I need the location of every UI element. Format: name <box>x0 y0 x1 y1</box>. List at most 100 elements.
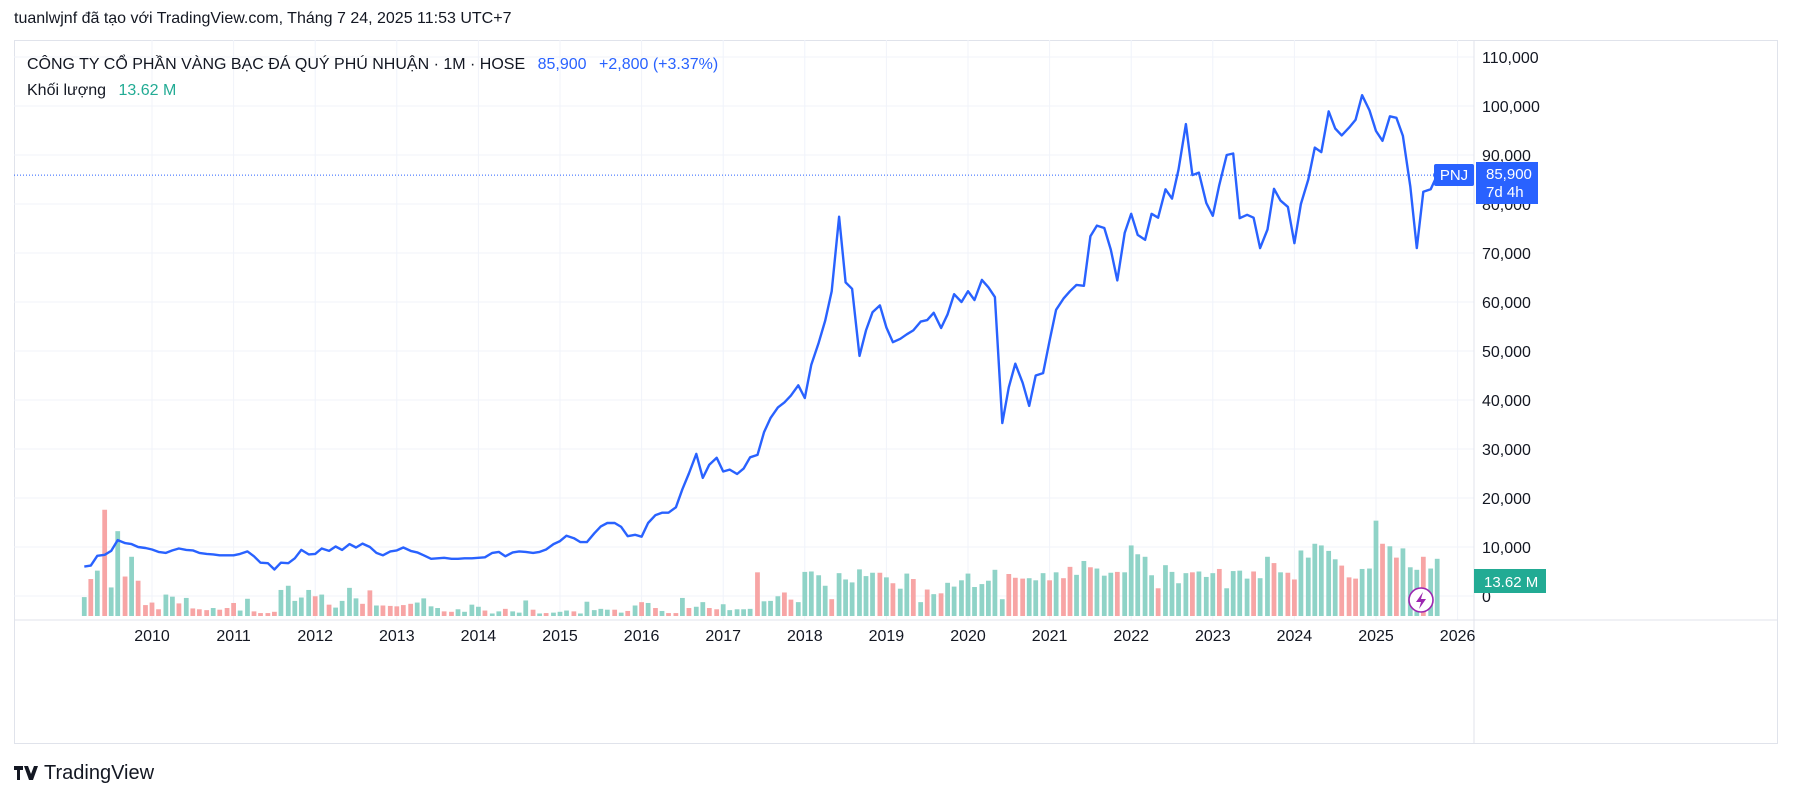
volume-bar <box>1053 572 1059 616</box>
volume-bar <box>312 596 318 616</box>
volume-bar <box>81 597 87 616</box>
volume-bar <box>857 569 862 616</box>
volume-bar <box>1271 563 1277 616</box>
price-tag <box>1476 162 1538 204</box>
volume-bar <box>156 609 161 616</box>
volume-bar <box>1326 550 1332 616</box>
volume-tag-value: 13.62 M <box>1484 574 1538 591</box>
volume-bar <box>245 598 250 616</box>
volume-bar <box>747 608 753 616</box>
volume-bar <box>1122 572 1128 616</box>
volume-bar <box>761 601 767 616</box>
volume-bar <box>449 611 454 616</box>
volume-bar <box>1216 568 1222 616</box>
volume-bar <box>802 571 808 616</box>
volume-bar <box>1367 568 1372 616</box>
volume-bar <box>843 579 848 616</box>
volume-bar <box>782 592 787 616</box>
volume-bar <box>149 602 155 616</box>
volume-bar <box>1088 567 1093 616</box>
volume-bar <box>1169 571 1175 616</box>
volume-bar <box>884 577 889 616</box>
volume-bar <box>278 589 284 616</box>
lightning-icon-glyph <box>1416 592 1426 609</box>
y-tick-label: 110,000 <box>1482 50 1539 67</box>
volume-bar <box>1420 556 1426 616</box>
x-tick-label: 2025 <box>1358 628 1394 645</box>
volume-bar <box>537 613 542 616</box>
volume-bar <box>441 611 447 616</box>
x-tick-label: 2013 <box>379 628 415 645</box>
volume-bar <box>571 611 577 616</box>
volume-bar <box>673 613 679 616</box>
volume-bar <box>1012 577 1018 616</box>
volume-bar <box>612 609 618 616</box>
volume-bar <box>298 597 304 616</box>
volume-bar <box>530 609 536 616</box>
x-tick-label: 2020 <box>950 628 986 645</box>
volume-bar <box>1312 543 1318 616</box>
legend-price: 85,900 <box>537 56 587 73</box>
volume-bar <box>1244 578 1250 616</box>
volume-bar <box>523 600 529 616</box>
volume-bar <box>1183 573 1189 616</box>
volume-bar <box>1006 574 1012 616</box>
x-tick-label: 2010 <box>134 628 170 645</box>
volume-bar <box>237 610 243 616</box>
volume-bar <box>1108 572 1114 616</box>
x-tick-label: 2016 <box>624 628 660 645</box>
x-tick-label: 2019 <box>869 628 905 645</box>
volume-bar <box>666 613 671 616</box>
tradingview-logo-icon <box>14 760 38 786</box>
volume-bar <box>829 599 835 616</box>
x-tick-label: 2012 <box>297 628 333 645</box>
volume-bar <box>604 609 610 616</box>
volume-bar <box>94 570 100 616</box>
volume-bar <box>516 612 522 616</box>
volume-bar <box>951 586 957 616</box>
volume-bar <box>176 603 182 616</box>
legend-volume-label: Khối lượng <box>27 82 107 99</box>
volume-bar <box>1061 578 1066 616</box>
volume-bar <box>938 593 944 616</box>
volume-bar <box>135 580 141 616</box>
volume-tag <box>1474 569 1546 593</box>
volume-bar <box>706 608 712 616</box>
volume-bar <box>196 609 202 616</box>
y-tick-label: 100,000 <box>1482 99 1540 116</box>
volume-bar <box>347 587 352 616</box>
volume-bar <box>1257 578 1263 616</box>
volume-bar <box>1142 556 1148 616</box>
volume-bar <box>972 587 977 616</box>
price-tag-value: 85,900 <box>1486 166 1532 183</box>
volume-bar <box>625 610 631 616</box>
volume-bar <box>618 612 624 616</box>
volume-bar <box>870 572 875 616</box>
x-tick-label: 2026 <box>1440 628 1476 645</box>
y-tick-label: 50,000 <box>1482 344 1531 361</box>
volume-bar <box>1203 576 1209 616</box>
volume-bar <box>897 588 903 616</box>
symbol-tag-label: PNJ <box>1440 167 1468 184</box>
volume-bar <box>808 571 814 616</box>
volume-bar <box>292 600 298 616</box>
volume-bar <box>1020 578 1026 616</box>
y-tick-label: 40,000 <box>1482 393 1531 410</box>
volume-bar <box>1407 567 1413 616</box>
volume-bar <box>653 608 658 616</box>
volume-bar <box>428 606 434 616</box>
volume-bar <box>285 585 291 616</box>
brand-name: TradingView <box>44 761 155 784</box>
tradingview-logo[interactable]: TradingView <box>14 760 154 786</box>
volume-bar <box>1210 573 1216 616</box>
volume-bar <box>421 598 427 616</box>
legend-volume-value: 13.62 M <box>118 82 177 99</box>
volume-bar <box>849 582 855 616</box>
volume-bar <box>455 609 461 616</box>
volume-bar <box>1040 573 1046 616</box>
volume-bar <box>251 611 257 616</box>
volume-bar <box>502 608 508 616</box>
volume-bar <box>693 606 699 616</box>
y-tick-label: 60,000 <box>1482 295 1531 312</box>
